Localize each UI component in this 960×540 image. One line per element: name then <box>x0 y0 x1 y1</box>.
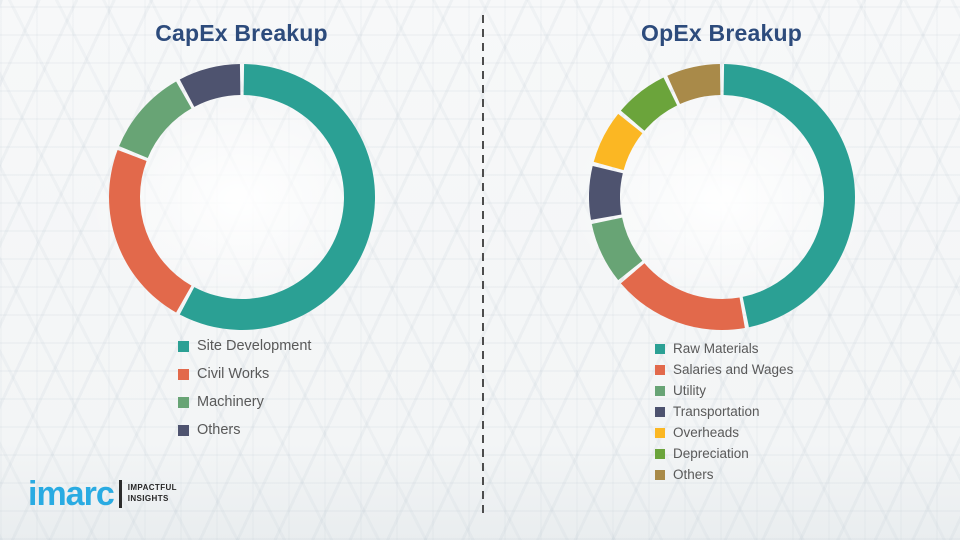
legend-marker <box>178 340 189 352</box>
legend-marker <box>178 368 189 380</box>
logo-divider-bar <box>118 480 122 508</box>
legend-item-others: Others <box>178 422 311 438</box>
legend-item-overheads: Overheads <box>655 425 793 440</box>
legend-marker <box>655 385 665 396</box>
capex-panel: CapEx Breakup Site Development Civil Work… <box>108 20 375 450</box>
opex-title: OpEx Breakup <box>641 20 802 46</box>
legend-label: Utility <box>673 383 706 398</box>
legend-item-salaries-and-wages: Salaries and Wages <box>655 362 793 377</box>
divider-dashed-line <box>482 15 484 515</box>
imarc-logo: imarc IMPACTFUL INSIGHTS <box>28 477 177 511</box>
capex-legend: Site Development Civil Works Machinery Othe… <box>178 338 311 450</box>
legend-marker <box>178 424 189 436</box>
opex-panel: OpEx Breakup Raw Materials Salaries and W… <box>483 0 960 540</box>
logo-tagline-line2: INSIGHTS <box>127 494 169 503</box>
donut-segment-others <box>179 64 240 107</box>
capex-title: CapEx Breakup <box>155 20 328 46</box>
donut-segment-salaries-and-wages <box>620 263 745 331</box>
opex-donut-chart <box>588 64 855 331</box>
legend-item-depreciation: Depreciation <box>655 446 793 461</box>
legend-marker <box>655 448 665 459</box>
logo-tagline: IMPACTFUL INSIGHTS <box>128 483 177 505</box>
legend-item-others: Others <box>655 467 793 482</box>
legend-label: Site Development <box>197 338 312 354</box>
legend-label: Salaries and Wages <box>673 362 794 377</box>
legend-item-civil-works: Civil Works <box>178 366 311 382</box>
legend-marker <box>655 469 665 480</box>
legend-label: Depreciation <box>673 446 749 461</box>
legend-marker <box>178 396 189 408</box>
legend-label: Transportation <box>673 404 760 419</box>
legend-item-utility: Utility <box>655 383 793 398</box>
legend-marker <box>655 427 665 438</box>
legend-label: Raw Materials <box>673 341 759 356</box>
donut-segment-transportation <box>588 165 623 220</box>
donut-segment-depreciation <box>620 77 677 131</box>
legend-label: Others <box>673 467 714 482</box>
legend-label: Machinery <box>197 394 264 410</box>
donut-segment-site-development <box>179 64 375 331</box>
legend-marker <box>655 406 665 417</box>
legend-item-site-development: Site Development <box>178 338 311 354</box>
legend-item-transportation: Transportation <box>655 404 793 419</box>
legend-label: Overheads <box>673 425 740 440</box>
donut-segment-others <box>666 64 720 105</box>
imarc-wordmark: imarc <box>28 475 115 513</box>
logo-tagline-line1: IMPACTFUL <box>127 483 177 493</box>
legend-marker <box>655 364 665 375</box>
opex-legend: Raw Materials Salaries and Wages Utility Tr… <box>655 341 793 488</box>
donut-segment-civil-works <box>108 149 191 313</box>
capex-donut-chart <box>108 64 375 331</box>
legend-item-machinery: Machinery <box>178 394 311 410</box>
donut-segment-utility <box>591 217 642 281</box>
legend-label: Civil Works <box>197 366 270 382</box>
donut-segment-machinery <box>118 81 191 158</box>
donut-segment-raw-materials <box>723 64 855 328</box>
donut-segment-overheads <box>593 113 642 171</box>
legend-item-raw-materials: Raw Materials <box>655 341 793 356</box>
legend-label: Others <box>197 422 241 438</box>
legend-marker <box>655 343 665 354</box>
